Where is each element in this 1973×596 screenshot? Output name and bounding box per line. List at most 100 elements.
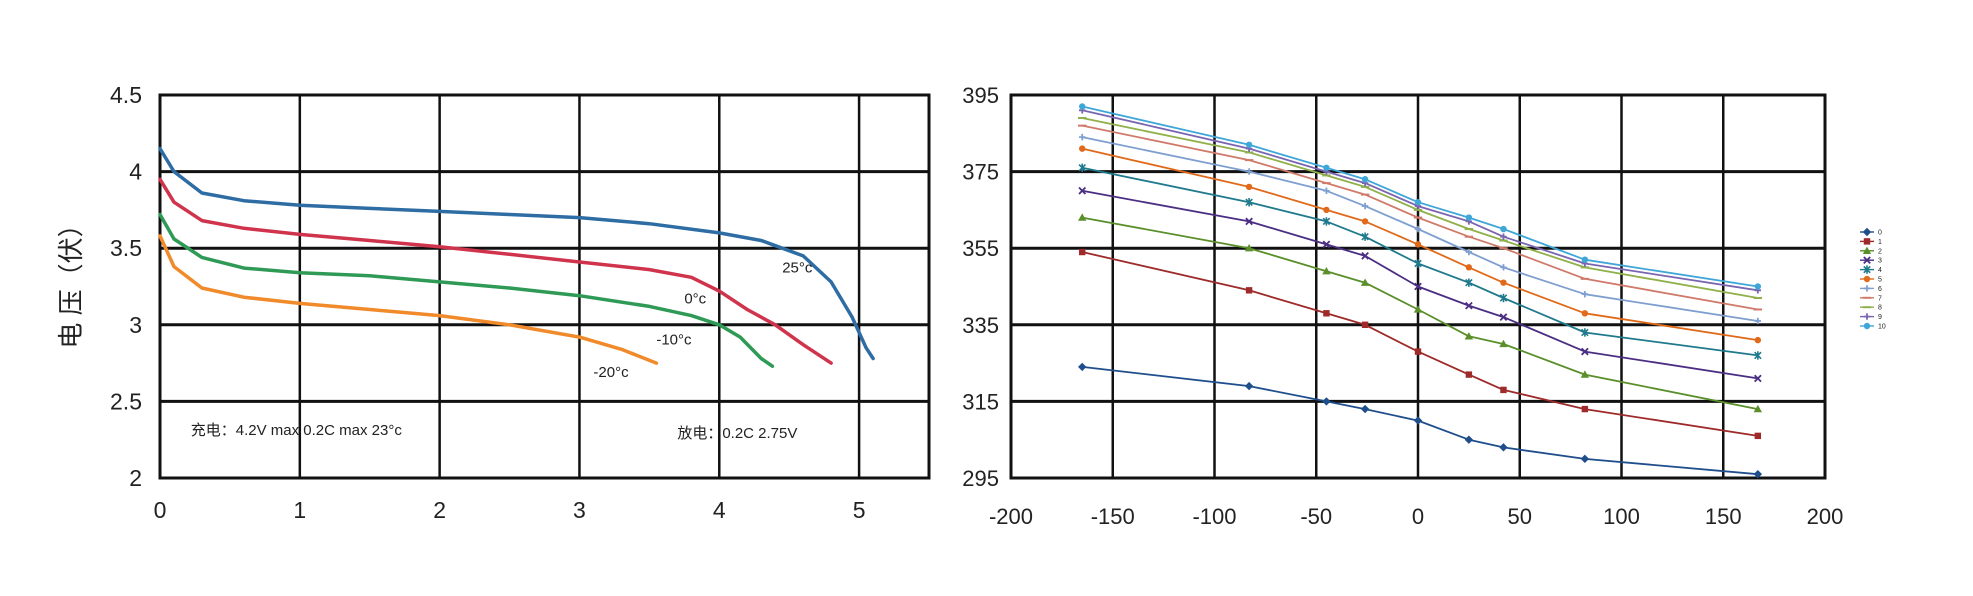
- right-data-point: [1322, 266, 1331, 275]
- right-x-tick-label: 50: [1508, 504, 1532, 529]
- right-data-point: [1465, 264, 1473, 271]
- right-grid: [1009, 93, 1827, 480]
- right-data-point: [1414, 259, 1422, 268]
- right-data-point: [1361, 202, 1369, 210]
- right-data-point: [1245, 168, 1253, 175]
- legend-item: 2: [1860, 246, 1882, 255]
- legend-label: 7: [1878, 295, 1882, 302]
- legend-swatch-marker: [1863, 275, 1871, 283]
- right-data-point: [1323, 206, 1330, 214]
- left-annotation: 放电：0.2C 2.75V: [677, 425, 797, 442]
- right-data-point: [1581, 256, 1589, 263]
- right-data-point: [1078, 362, 1087, 372]
- right-data-point: [1500, 386, 1507, 394]
- left-y-axis-label: 电 压（伏）: [56, 211, 86, 348]
- right-series-7: [1078, 124, 1763, 311]
- right-data-point: [1581, 310, 1589, 317]
- right-data-point: [1499, 293, 1508, 303]
- right-data-point: [1753, 469, 1763, 479]
- legend-label: 10: [1878, 324, 1886, 331]
- legend-item: 5: [1860, 275, 1882, 284]
- left-series-line-0: [158, 146, 875, 361]
- left-x-tick-label: 3: [573, 497, 586, 523]
- right-y-tick-label: 395: [962, 83, 999, 108]
- right-data-point: [1361, 321, 1369, 328]
- legend-swatch-marker: [1863, 285, 1871, 292]
- legend-label: 0: [1878, 230, 1882, 237]
- left-annotation: 25°c: [782, 260, 813, 277]
- right-y-tick-label: 335: [962, 313, 999, 338]
- right-data-point: [1323, 310, 1330, 317]
- legend-swatch-marker: [1863, 313, 1871, 320]
- right-data-point: [1078, 213, 1087, 221]
- right-data-point: [1499, 313, 1508, 321]
- right-data-point: [1500, 279, 1507, 286]
- left-annotation: 充电：4.2V max 0.2C max 23°c: [191, 422, 403, 439]
- right-data-point: [1754, 336, 1762, 344]
- right-data-point: [1322, 240, 1331, 249]
- right-x-tick-label: 150: [1705, 504, 1742, 529]
- legend-item: 3: [1860, 256, 1882, 265]
- right-data-point: [1414, 282, 1422, 291]
- right-series: [1078, 103, 1763, 479]
- legend-item: 4: [1860, 265, 1882, 274]
- right-series-2: [1078, 213, 1763, 413]
- right-tick-labels: -200 -150 -100 -50 0 50 100 150 200 295 315 335 355 3…: [962, 83, 1843, 529]
- right-x-tick-label: 0: [1412, 504, 1424, 529]
- right-data-point: [1414, 241, 1422, 248]
- legend-label: 6: [1878, 286, 1882, 293]
- right-data-point: [1078, 163, 1086, 172]
- right-series-10: [1079, 103, 1762, 290]
- legend-item: 8: [1860, 305, 1882, 312]
- legend-item: 0: [1860, 227, 1882, 237]
- right-y-tick-label: 295: [962, 466, 999, 491]
- right-x-tick-label: -100: [1192, 504, 1236, 529]
- right-data-point: [1079, 248, 1086, 256]
- right-data-point: [1414, 348, 1422, 355]
- right-data-point: [1754, 432, 1762, 440]
- right-y-tick-label: 375: [962, 160, 999, 185]
- right-data-point: [1465, 214, 1473, 221]
- right-data-point: [1245, 183, 1253, 191]
- legend-label: 4: [1878, 267, 1882, 274]
- legend-label: 3: [1878, 258, 1882, 265]
- legend-label: 2: [1878, 248, 1882, 255]
- left-x-tick-label: 5: [853, 497, 866, 523]
- left-x-tick-label: 0: [154, 497, 167, 523]
- right-x-tick-label: -150: [1091, 504, 1135, 529]
- left-x-tick-label: 4: [713, 497, 726, 523]
- right-data-point: [1414, 225, 1422, 233]
- legend-swatch-marker: [1863, 238, 1871, 245]
- right-series-0: [1078, 362, 1763, 479]
- right-data-point: [1413, 305, 1423, 313]
- right-x-tick-label: -200: [989, 504, 1033, 529]
- right-data-point: [1244, 381, 1254, 391]
- right-y-tick-label: 315: [962, 389, 999, 414]
- right-data-point: [1464, 332, 1474, 340]
- left-y-tick-label: 4.5: [110, 82, 142, 108]
- legend-swatch-marker: [1863, 265, 1871, 274]
- right-data-point: [1245, 198, 1253, 207]
- right-data-point: [1360, 278, 1370, 286]
- right-x-tick-label: 100: [1603, 504, 1640, 529]
- right-data-point: [1245, 141, 1253, 148]
- left-grid: [158, 93, 931, 480]
- right-data-point: [1245, 287, 1253, 294]
- left-tick-labels: 0 1 2 3 4 5 2 2.5 3 3.5 4 4.5: [110, 82, 865, 523]
- legend-item: 9: [1860, 313, 1882, 321]
- legend-item: 6: [1860, 285, 1882, 293]
- right-y-tick-label: 355: [962, 236, 999, 261]
- legend-item: 1: [1860, 238, 1882, 246]
- right-data-point: [1580, 370, 1590, 378]
- legend-item: 7: [1860, 295, 1882, 302]
- right-data-point: [1323, 164, 1330, 171]
- legend-label: 5: [1878, 277, 1882, 284]
- right-data-point: [1078, 186, 1087, 195]
- legend-swatch-marker: [1862, 227, 1872, 237]
- legend-item: 10: [1860, 322, 1886, 331]
- right-series-3: [1078, 186, 1762, 383]
- right-data-point: [1465, 248, 1473, 256]
- right-data-point: [1754, 351, 1762, 360]
- right-data-point: [1754, 374, 1762, 383]
- right-data-point: [1499, 443, 1508, 452]
